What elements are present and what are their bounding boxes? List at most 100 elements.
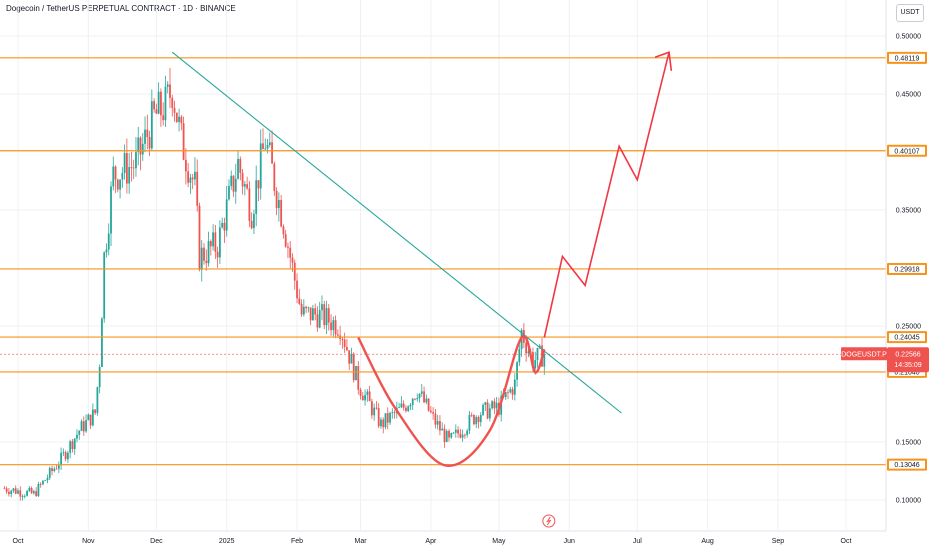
candle-body [493, 401, 496, 409]
candle-body [343, 339, 346, 347]
candle-body [221, 222, 224, 228]
candle-body [325, 308, 328, 326]
candle-body [98, 366, 101, 388]
candle-body [116, 179, 119, 190]
candle-body [198, 205, 201, 270]
y-tick-label: 0.10000 [896, 498, 921, 505]
candle-body [123, 153, 126, 173]
candle-body [382, 419, 385, 428]
chart-title: Dogecoin / TetherUS PERPETUAL CONTRACT ·… [6, 4, 236, 13]
candle-body [341, 338, 344, 340]
candle-body [103, 252, 106, 319]
candle-body [234, 178, 237, 192]
candle-body [184, 159, 187, 172]
candle-body [57, 465, 60, 469]
candle-body [271, 142, 273, 164]
candle-body [348, 350, 351, 364]
candle-body [361, 395, 364, 401]
candle-body [257, 180, 260, 189]
x-tick-label: Nov [82, 538, 95, 545]
candle-body [21, 496, 24, 498]
candle-body [141, 143, 144, 155]
candle-body [125, 153, 128, 184]
x-tick-label: Feb [291, 538, 303, 545]
level-badge-label: 0.29918 [894, 266, 919, 273]
level-badge-label: 0.24045 [894, 335, 919, 342]
candle-body [166, 84, 169, 87]
candle-body [60, 452, 63, 466]
candle-body [350, 353, 353, 364]
candle-body [377, 408, 380, 427]
candle-body [110, 186, 112, 234]
candle-body [287, 246, 289, 248]
candle-body [534, 360, 537, 369]
candle-body [432, 412, 435, 414]
candle-body [323, 304, 326, 326]
candle-body [30, 487, 33, 494]
candle-body [305, 306, 307, 309]
candle-body [359, 389, 362, 396]
candle-body [196, 171, 199, 206]
candle-body [135, 151, 137, 169]
candle-body [439, 421, 441, 431]
candle-body [543, 354, 546, 367]
x-tick-label: Mar [355, 538, 368, 545]
candle-body [461, 434, 464, 438]
candle-body [35, 491, 38, 497]
candle-body [321, 304, 323, 311]
candle-body [380, 419, 382, 427]
candle-body [169, 84, 171, 98]
candle-body [64, 452, 67, 460]
x-tick-label: May [492, 538, 506, 545]
candle-body [194, 171, 196, 180]
candle-body [46, 477, 49, 481]
candle-body [509, 389, 512, 393]
candle-body [459, 433, 462, 438]
candle-body [423, 391, 425, 403]
candle-body [214, 232, 217, 252]
candle-body [253, 213, 255, 229]
candle-body [150, 101, 153, 149]
candle-body [180, 116, 183, 124]
candle-body [366, 391, 369, 395]
candle-body [425, 398, 428, 403]
last-price-label: 0.22566 [895, 352, 920, 359]
candle-body [275, 190, 278, 209]
candle-body [475, 417, 478, 425]
candle-body [259, 143, 262, 189]
x-tick-label: Oct [13, 538, 24, 545]
candle-body [55, 468, 58, 470]
symbol-label: DOGEUSDT.P [841, 352, 887, 359]
candle-body [284, 234, 287, 247]
candle-body [14, 488, 17, 494]
candle-body [532, 352, 534, 369]
candle-body [312, 308, 314, 321]
candle-body [178, 116, 180, 122]
candle-body [225, 199, 228, 231]
candle-body [232, 175, 235, 192]
candle-body [175, 112, 178, 122]
candle-body [389, 412, 391, 423]
level-badge-inner [889, 146, 925, 155]
candle-body [144, 129, 146, 144]
cup-curve-path [357, 335, 546, 467]
candle-body [307, 307, 310, 309]
symbol-badge [841, 347, 887, 361]
candle-body [128, 167, 131, 184]
candle-body [148, 137, 151, 149]
candle-body [336, 334, 339, 336]
candle-body [352, 353, 355, 381]
currency-button[interactable]: USDT [896, 4, 924, 22]
candle-body [173, 107, 176, 113]
candles [3, 67, 546, 501]
candle-body [316, 314, 319, 328]
candle-body [386, 413, 389, 423]
candle-body [101, 318, 103, 367]
candle-body [527, 351, 530, 354]
x-tick-label: Sep [772, 538, 785, 545]
candle-body [436, 421, 439, 425]
candle-body [85, 420, 87, 432]
horizontal-levels [0, 57, 886, 466]
candle-body [121, 172, 124, 180]
